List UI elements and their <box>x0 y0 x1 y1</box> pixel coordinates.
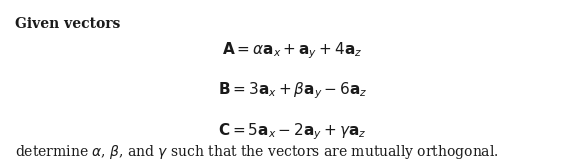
Text: determine $\alpha$, $\beta$, and $\gamma$ such that the vectors are mutually ort: determine $\alpha$, $\beta$, and $\gamma… <box>15 143 498 161</box>
Text: $\mathbf{C} = 5\mathbf{a}_x - 2\mathbf{a}_y + \gamma\mathbf{a}_z$: $\mathbf{C} = 5\mathbf{a}_x - 2\mathbf{a… <box>218 121 367 142</box>
Text: $\mathbf{B} = 3\mathbf{a}_x + \beta\mathbf{a}_y - 6\mathbf{a}_z$: $\mathbf{B} = 3\mathbf{a}_x + \beta\math… <box>218 81 367 101</box>
Text: Given vectors: Given vectors <box>15 17 120 31</box>
Text: $\mathbf{A} = \alpha\mathbf{a}_x + \mathbf{a}_y + 4\mathbf{a}_z$: $\mathbf{A} = \alpha\mathbf{a}_x + \math… <box>222 40 363 61</box>
